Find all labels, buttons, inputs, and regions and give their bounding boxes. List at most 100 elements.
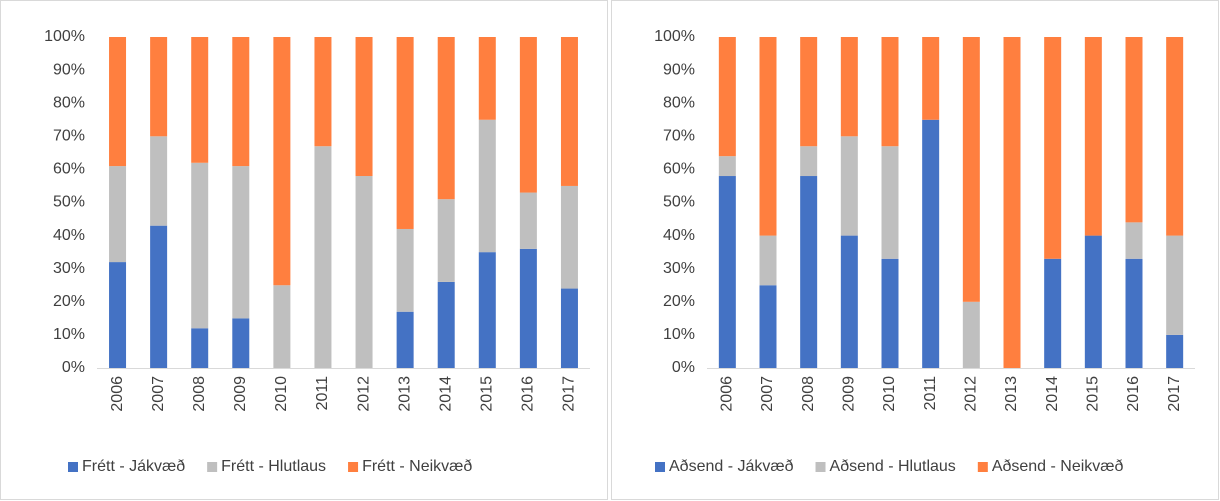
bar-segment [191, 328, 209, 368]
bar-segment [109, 166, 127, 263]
legend-label: Frétt - Neikvæð [362, 458, 472, 475]
bar-segment [109, 37, 127, 167]
y-tick-label: 0% [672, 359, 695, 376]
bar-segment [560, 37, 578, 186]
x-tick-label: 2015 [1085, 376, 1102, 412]
bar-segment [1084, 235, 1102, 368]
y-tick-label: 100% [44, 28, 85, 45]
y-tick-label: 90% [53, 61, 85, 78]
bar-segment [800, 146, 818, 177]
x-tick-label: 2007 [759, 376, 776, 412]
bar-segment [437, 281, 455, 368]
bar-segment [1044, 37, 1062, 259]
y-tick-label: 90% [663, 61, 695, 78]
legend-swatch [207, 462, 218, 472]
x-tick-label: 2011 [314, 376, 331, 411]
y-tick-label: 60% [663, 161, 695, 178]
bar-segment [1125, 222, 1143, 259]
legend-swatch [655, 462, 665, 472]
x-tick-label: 2013 [1003, 376, 1020, 412]
bar-segment [273, 285, 291, 368]
x-tick-label: 2015 [479, 376, 496, 412]
legend-swatch [977, 462, 988, 472]
legend-label: Frétt - Jákvæð [82, 458, 185, 475]
x-tick-label: 2011 [922, 376, 939, 411]
x-tick-label: 2017 [1166, 376, 1183, 412]
x-tick-label: 2010 [273, 376, 290, 412]
bar-segment [718, 37, 736, 157]
bar-segment [437, 37, 455, 200]
bar-segment [881, 258, 899, 368]
bar-segment [314, 37, 332, 147]
legend-swatch [68, 462, 78, 472]
bar-segment [232, 166, 250, 319]
y-tick-label: 50% [663, 194, 695, 211]
bar-segment [1044, 258, 1062, 368]
bar-segment [191, 162, 209, 329]
bar-segment [478, 37, 496, 120]
y-tick-label: 10% [663, 326, 695, 343]
legend-label: Aðsend - Jákvæð [669, 458, 794, 475]
x-tick-label: 2008 [800, 376, 817, 412]
panel [0, 0, 608, 500]
bar-segment [800, 37, 818, 147]
bar-segment [150, 136, 168, 226]
bar-segment [1125, 37, 1143, 223]
bar-segment [560, 288, 578, 368]
bar-segment [396, 311, 414, 368]
x-tick-label: 2009 [841, 376, 858, 412]
y-tick-label: 80% [663, 94, 695, 111]
legend-swatch [815, 462, 826, 472]
bar-segment [718, 176, 736, 368]
x-tick-label: 2014 [437, 376, 454, 412]
bar-segment [1166, 235, 1184, 335]
x-tick-label: 2010 [881, 376, 898, 412]
y-tick-label: 30% [53, 260, 85, 277]
bar-segment [232, 318, 250, 368]
x-tick-label: 2013 [396, 376, 413, 412]
x-tick-label: 2006 [109, 376, 126, 412]
bar-segment [478, 119, 496, 253]
bar-segment [314, 146, 332, 368]
y-tick-label: 60% [53, 161, 85, 178]
bar-segment [150, 225, 168, 368]
bar-segment [478, 252, 496, 368]
bar-segment [962, 301, 980, 368]
bar-segment [800, 176, 818, 368]
bar-segment [881, 37, 899, 147]
y-tick-label: 80% [53, 94, 85, 111]
bar-segment [1003, 37, 1021, 368]
legend-label: Frétt - Hlutlaus [221, 458, 326, 475]
bar-segment [759, 37, 777, 236]
bar-segment [560, 185, 578, 289]
bar-segment [759, 235, 777, 286]
bar-segment [962, 37, 980, 302]
legend-label: Aðsend - Hlutlaus [830, 458, 956, 475]
bar-segment [759, 285, 777, 368]
y-tick-label: 40% [663, 227, 695, 244]
bar-segment [437, 199, 455, 282]
bar-segment [922, 119, 940, 368]
bar-segment [232, 37, 250, 167]
bar-segment [519, 192, 537, 249]
x-tick-label: 2012 [355, 376, 372, 412]
y-tick-label: 40% [53, 227, 85, 244]
bar-segment [1125, 258, 1143, 368]
x-tick-label: 2007 [150, 376, 167, 412]
bar-segment [191, 37, 209, 163]
x-tick-label: 2008 [191, 376, 208, 412]
bar-segment [396, 37, 414, 229]
x-tick-label: 2006 [719, 376, 736, 412]
x-tick-label: 2009 [232, 376, 249, 412]
bar-segment [840, 37, 858, 137]
bar-segment [840, 235, 858, 368]
bar-segment [718, 156, 736, 177]
bar-segment [1084, 37, 1102, 236]
bar-segment [355, 176, 373, 368]
bar-segment [519, 37, 537, 193]
y-tick-label: 20% [663, 293, 695, 310]
legend-label: Aðsend - Neikvæð [992, 458, 1124, 475]
bar-segment [1166, 334, 1184, 368]
x-tick-label: 2012 [963, 376, 980, 412]
